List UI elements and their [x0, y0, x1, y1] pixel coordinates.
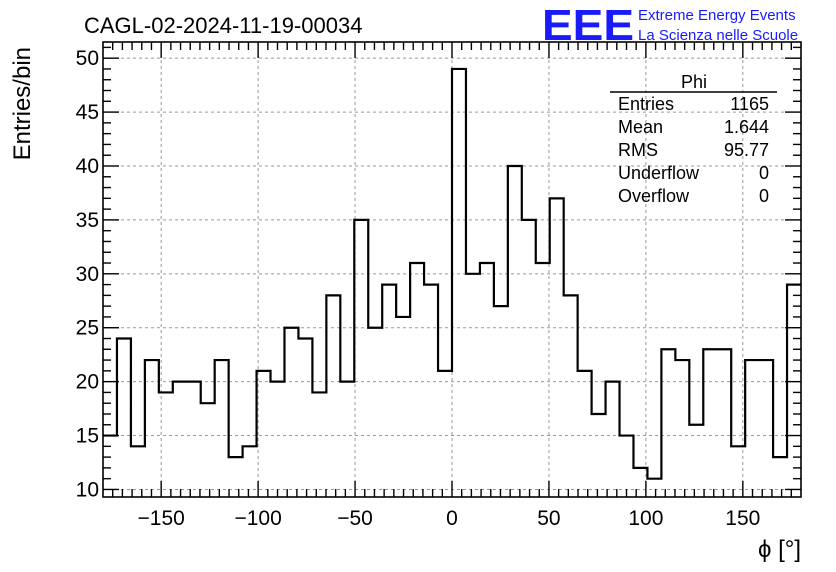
histogram-bin — [103, 436, 117, 497]
histogram-bin — [759, 360, 773, 497]
histogram-bin — [578, 371, 592, 497]
histogram-bin — [271, 382, 285, 497]
histogram-bin — [326, 295, 340, 497]
histogram-bin — [620, 436, 634, 497]
histogram-outline — [103, 67, 801, 480]
eee-logo-mark: EEE — [542, 1, 634, 50]
stats-label: Overflow — [618, 186, 690, 206]
histogram-bin — [187, 382, 201, 497]
x-tick-labels: −150 −100 −50 0 50 100 150 — [138, 507, 761, 530]
stats-box: Phi Entries 1165 Mean 1.644 RMS 95.77 Underflo… — [610, 72, 777, 206]
histogram-bin — [731, 446, 745, 497]
histogram-bin — [633, 468, 647, 497]
histogram-bin — [480, 263, 494, 497]
x-tick-label: 0 — [446, 507, 458, 530]
x-axis-title: ϕ [°] — [758, 536, 801, 563]
histogram-bin — [564, 295, 578, 497]
histogram-bin — [312, 392, 326, 497]
eee-logo: EEE Extreme Energy Events La Scienza nel… — [542, 1, 798, 50]
histogram-bin — [173, 382, 187, 497]
axis-ticks — [103, 42, 801, 497]
histogram-bin — [606, 382, 620, 497]
y-tick-label: 50 — [76, 47, 99, 70]
eee-logo-line1: Extreme Energy Events — [638, 7, 796, 24]
stats-label: Mean — [618, 117, 663, 137]
x-tick-label: 50 — [537, 507, 560, 530]
histogram-bin — [508, 166, 522, 497]
histogram-bin — [675, 360, 689, 497]
x-tick-label: 150 — [725, 507, 760, 530]
histogram-bin — [745, 360, 759, 497]
histogram-bin — [340, 382, 354, 497]
histogram-bin — [452, 69, 466, 497]
x-tick-label: −50 — [337, 507, 373, 530]
y-tick-label: 40 — [76, 155, 99, 178]
histogram-bin — [703, 349, 717, 497]
histogram-bin — [494, 306, 508, 497]
histogram-bin — [438, 371, 452, 497]
histogram-bin — [354, 220, 368, 497]
y-axis-title: Entries/bin — [9, 47, 36, 160]
histogram-bin — [368, 328, 382, 497]
stats-label: Underflow — [618, 163, 700, 183]
y-tick-label: 20 — [76, 371, 99, 394]
histogram-bin — [201, 403, 215, 497]
y-tick-labels: 10 15 20 25 30 35 40 45 50 — [76, 47, 99, 501]
histogram-bin — [424, 285, 438, 497]
histogram-bin — [243, 446, 257, 497]
histogram-bin — [298, 339, 312, 497]
stats-label: RMS — [618, 140, 658, 160]
histogram-bin — [647, 479, 661, 497]
y-tick-label: 45 — [76, 101, 99, 124]
x-tick-label: −150 — [138, 507, 185, 530]
histogram-bin — [550, 198, 564, 497]
histogram-bin — [257, 371, 271, 497]
histogram-bin — [592, 414, 606, 497]
x-tick-label: −100 — [234, 507, 281, 530]
histogram-bin — [466, 274, 480, 497]
histogram-bin — [689, 425, 703, 497]
histogram-bin — [410, 263, 424, 497]
histogram-bin — [773, 457, 787, 497]
eee-logo-line2: La Scienza nelle Scuole — [638, 27, 798, 44]
y-tick-label: 10 — [76, 478, 99, 501]
y-tick-label: 30 — [76, 263, 99, 286]
histogram-bin — [522, 220, 536, 497]
histogram-bin — [229, 457, 243, 497]
histogram-bin — [787, 285, 801, 497]
stats-value: 95.77 — [724, 140, 769, 160]
chart-title: CAGL-02-2024-11-19-00034 — [84, 13, 362, 38]
stats-value: 1.644 — [724, 117, 769, 137]
stats-value: 1165 — [730, 94, 769, 114]
y-tick-label: 25 — [76, 317, 99, 340]
stats-value: 0 — [759, 163, 769, 183]
y-tick-label: 15 — [76, 425, 99, 448]
stats-rows: Entries 1165 Mean 1.644 RMS 95.77 Underflow 0 Ov… — [618, 94, 769, 206]
histogram-bin — [717, 349, 731, 497]
histogram-bin — [661, 349, 675, 497]
histogram-bin — [382, 285, 396, 497]
histogram-bin — [159, 392, 173, 497]
stats-value: 0 — [759, 186, 769, 206]
histogram-bin — [536, 263, 550, 497]
x-tick-label: 100 — [628, 507, 663, 530]
histogram-bin — [117, 339, 131, 497]
histogram-bin — [215, 360, 229, 497]
stats-title: Phi — [681, 72, 707, 92]
histogram-bin — [396, 317, 410, 497]
y-tick-label: 35 — [76, 209, 99, 232]
stats-label: Entries — [618, 94, 674, 114]
histogram-bin — [284, 328, 298, 497]
histogram-bin — [145, 360, 159, 497]
histogram-bin — [131, 446, 145, 497]
